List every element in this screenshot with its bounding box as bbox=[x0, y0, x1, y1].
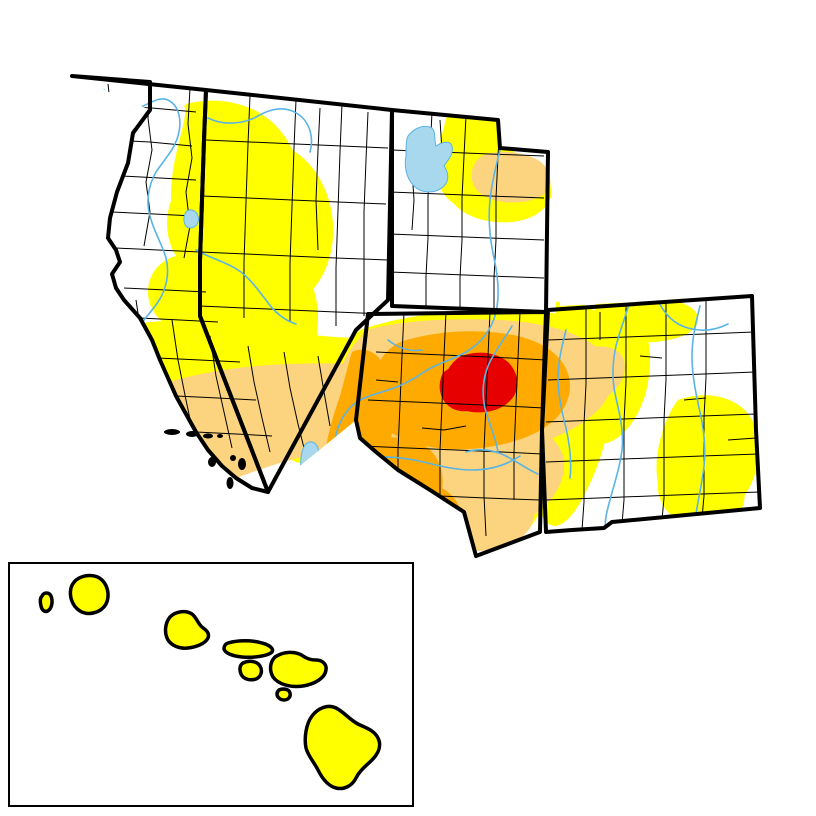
island-molokai bbox=[222, 639, 275, 659]
river-sacramento bbox=[103, 89, 181, 373]
lake-mead bbox=[183, 209, 199, 229]
island-maui bbox=[268, 650, 328, 689]
river-walker bbox=[195, 249, 297, 325]
river-pecos bbox=[691, 305, 706, 515]
river-virgin bbox=[387, 339, 423, 352]
river-little-colorado bbox=[482, 325, 513, 453]
island-hawaii bbox=[303, 704, 382, 791]
great-salt-lake bbox=[404, 125, 453, 193]
island-oahu bbox=[163, 609, 211, 650]
hawaii-inset-group bbox=[8, 562, 414, 807]
drought-area-d3-core-tail bbox=[439, 364, 490, 412]
drought-area-d0-mid-nevada bbox=[191, 139, 334, 315]
island-niihau bbox=[38, 591, 54, 614]
island-kahoolawe bbox=[275, 687, 292, 702]
hawaii-islands bbox=[38, 573, 382, 791]
river-nm-west bbox=[557, 329, 572, 479]
river-rio-grande bbox=[604, 299, 631, 533]
river-salt bbox=[465, 449, 539, 475]
island-lanai bbox=[238, 659, 264, 682]
river-colorado-upper bbox=[423, 149, 501, 373]
river-canadian bbox=[657, 299, 729, 331]
water-features-layer bbox=[103, 89, 729, 533]
river-nevada-humboldt bbox=[207, 108, 313, 153]
state-outline-utah bbox=[390, 108, 550, 314]
channel-islands bbox=[164, 429, 246, 489]
state-boundaries-layer bbox=[70, 74, 762, 558]
island-kauai bbox=[68, 573, 110, 616]
state-outline-new-mexico bbox=[540, 294, 762, 534]
